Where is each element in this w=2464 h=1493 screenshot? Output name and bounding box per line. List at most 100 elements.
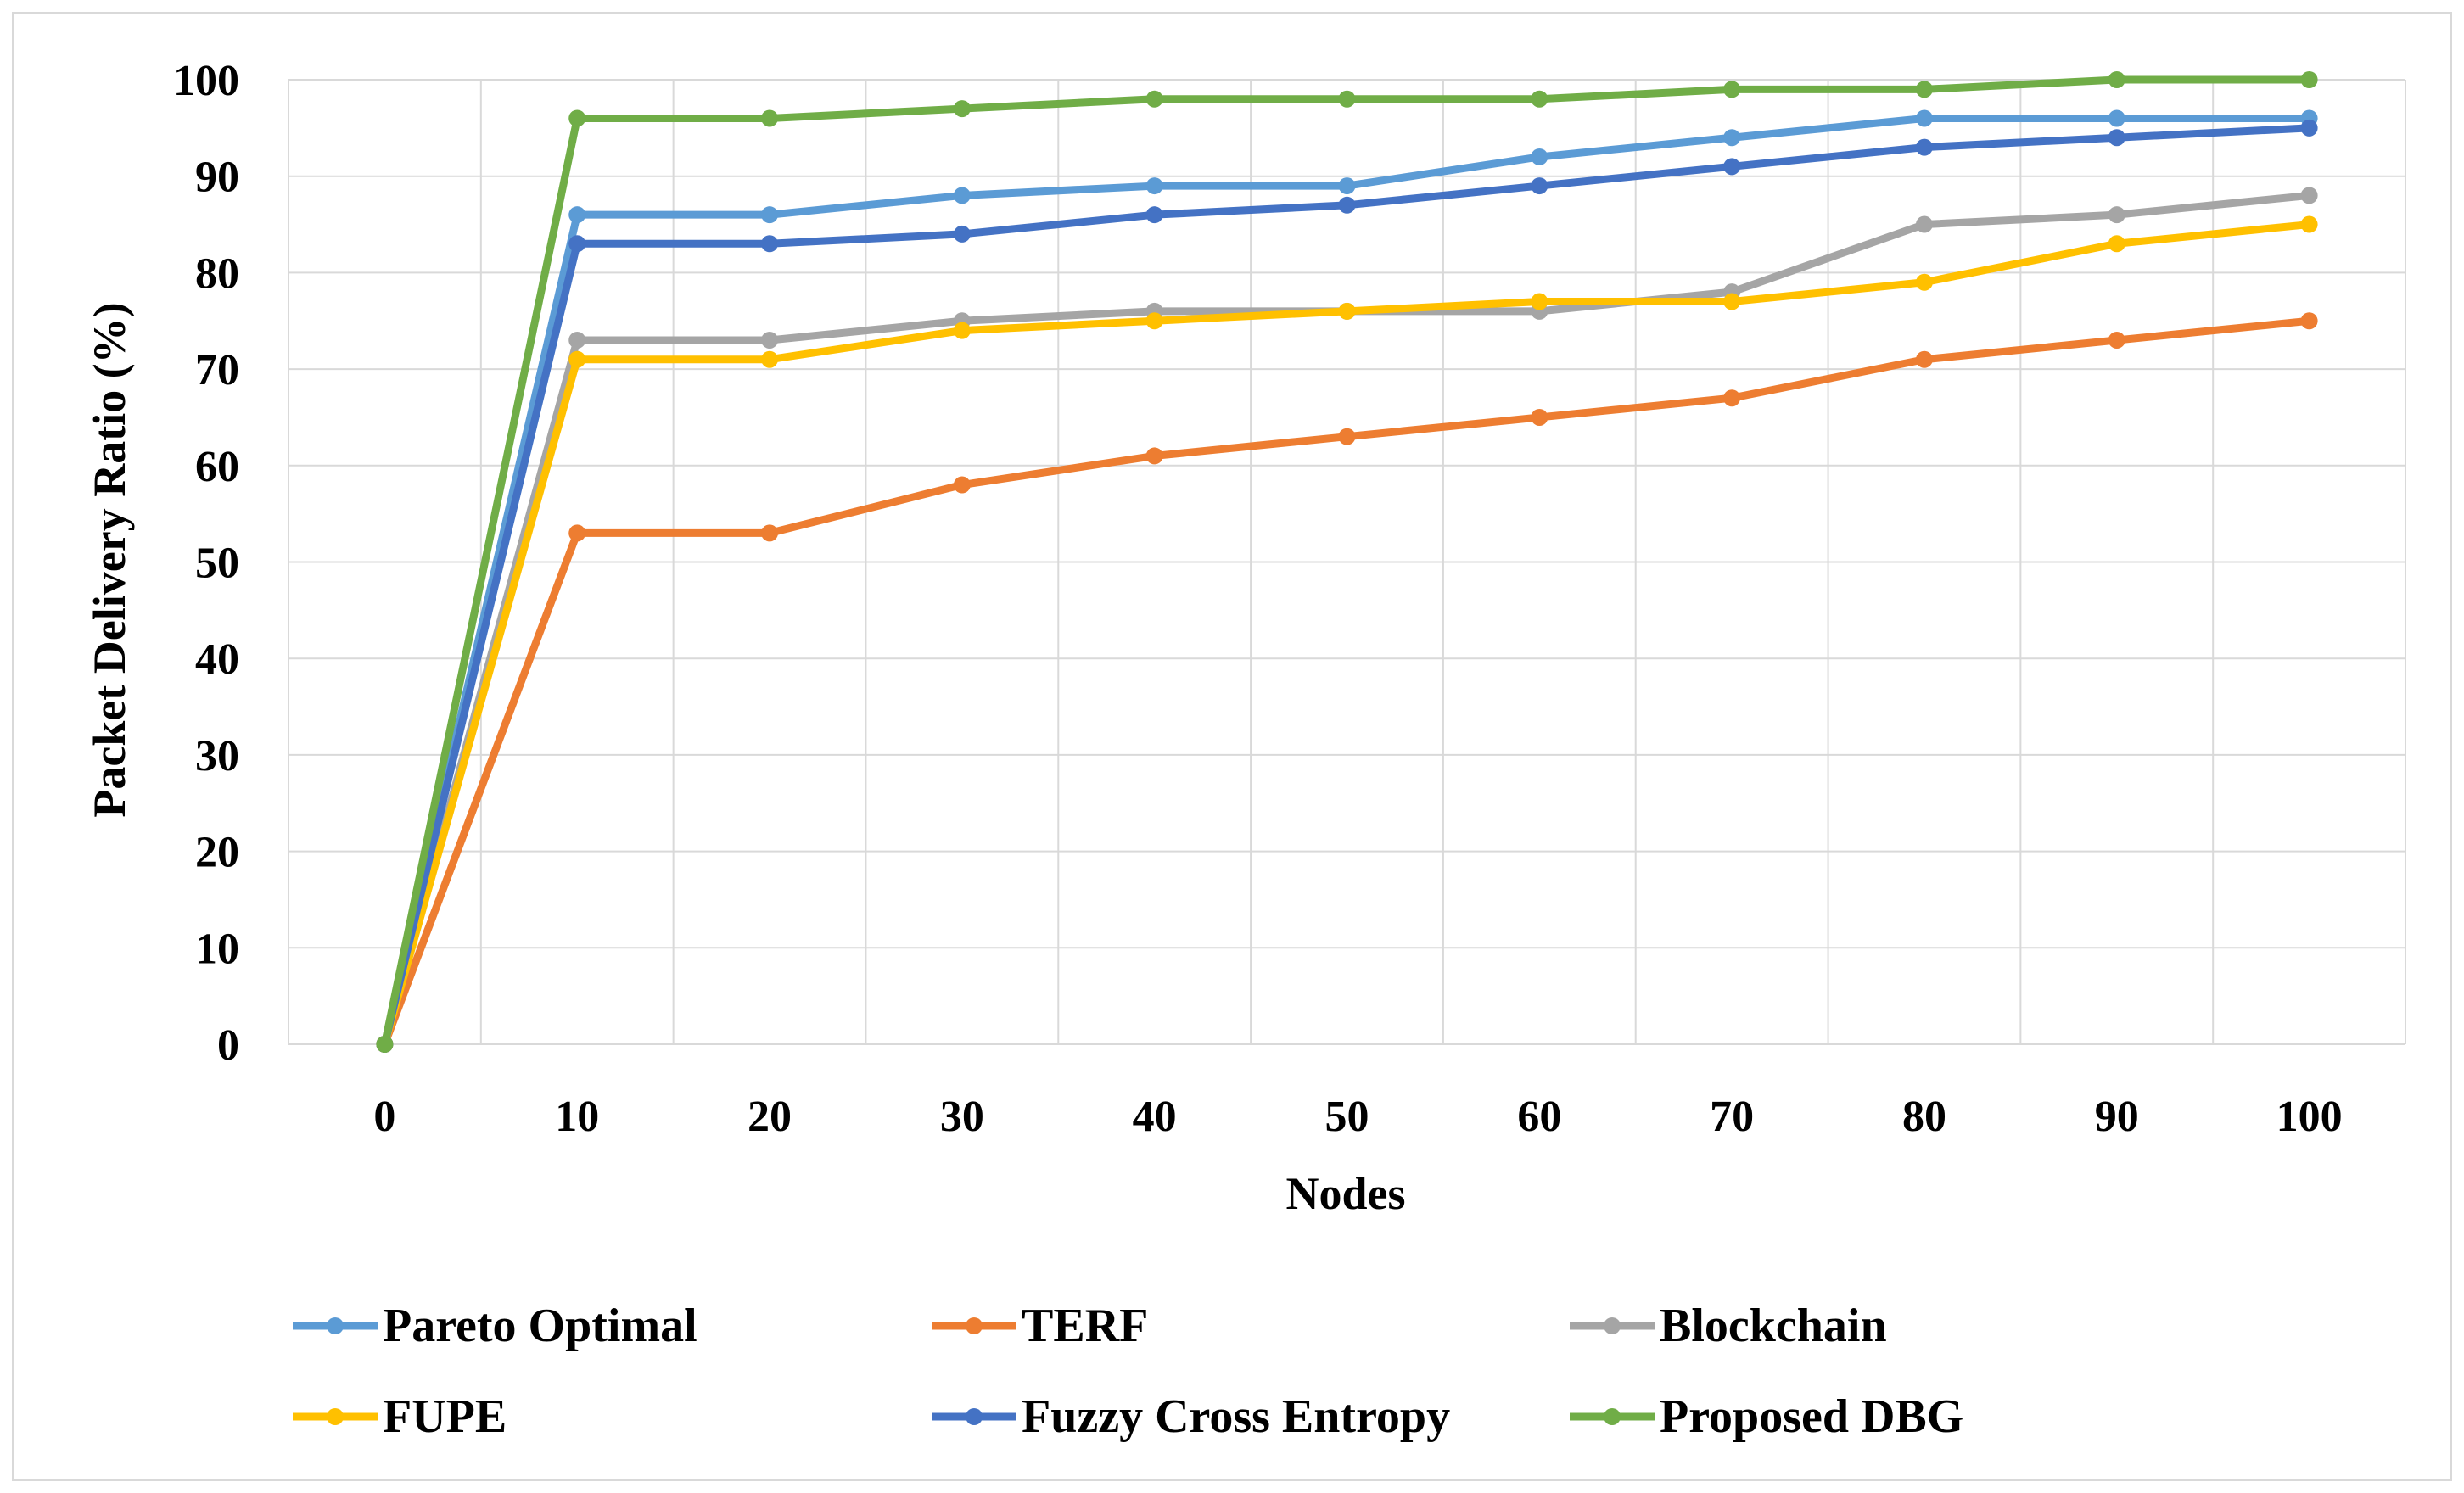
data-point — [2300, 119, 2318, 137]
data-point — [953, 476, 971, 494]
legend-item: FUPE — [293, 1390, 507, 1443]
x-axis-title: Nodes — [1285, 1168, 1405, 1219]
legend-label: Pareto Optimal — [383, 1300, 697, 1352]
x-tick-label: 90 — [2095, 1093, 2139, 1141]
data-point — [953, 322, 971, 339]
series-proposed-dbg — [376, 71, 2318, 1053]
data-point — [1338, 428, 1356, 445]
data-point — [1531, 177, 1548, 195]
x-tick-label: 20 — [748, 1093, 792, 1141]
data-point — [2108, 331, 2125, 349]
legend-item: Proposed DBG — [1570, 1390, 1963, 1443]
data-point — [1915, 109, 1933, 127]
data-point — [1145, 177, 1163, 195]
legend-item: TERF — [932, 1300, 1148, 1352]
y-tick-label: 40 — [195, 635, 239, 684]
data-point — [2300, 312, 2318, 330]
legend-swatch-marker — [1604, 1317, 1621, 1334]
data-point — [1338, 302, 1356, 320]
data-point — [1338, 196, 1356, 214]
y-tick-label: 20 — [195, 829, 239, 877]
data-point — [1723, 293, 1741, 310]
data-point — [568, 350, 586, 368]
data-point — [2108, 109, 2125, 127]
data-point — [1145, 206, 1163, 224]
y-tick-label: 30 — [195, 732, 239, 780]
data-point — [1723, 389, 1741, 407]
data-point — [2108, 129, 2125, 147]
x-tick-label: 60 — [1517, 1093, 1561, 1141]
data-point — [568, 206, 586, 224]
y-tick-label: 60 — [195, 443, 239, 491]
series-layer — [376, 71, 2318, 1053]
legend-swatch-marker — [1604, 1408, 1621, 1425]
series-pareto-optimal — [376, 109, 2318, 1053]
data-point — [2300, 215, 2318, 233]
x-tick-label: 10 — [555, 1093, 599, 1141]
data-point — [2108, 71, 2125, 88]
data-point — [568, 524, 586, 542]
legend: Pareto Optimal TERF Blockchain FUPE Fuzzy Cr… — [293, 1300, 1963, 1443]
data-point — [761, 331, 779, 349]
legend-label: Blockchain — [1660, 1300, 1887, 1352]
data-point — [376, 1036, 394, 1053]
data-point — [761, 524, 779, 542]
series-terf — [376, 312, 2318, 1053]
data-point — [1145, 312, 1163, 330]
legend-label: Fuzzy Cross Entropy — [1022, 1390, 1450, 1443]
data-point — [1531, 90, 1548, 108]
y-tick-label: 0 — [217, 1021, 239, 1070]
data-point — [1338, 90, 1356, 108]
y-tick-label: 90 — [195, 154, 239, 202]
legend-swatch-marker — [966, 1408, 983, 1425]
legend-item: Fuzzy Cross Entropy — [932, 1390, 1450, 1443]
data-point — [1145, 447, 1163, 465]
data-point — [568, 109, 586, 127]
y-tick-label: 70 — [195, 346, 239, 394]
legend-swatch-marker — [966, 1317, 983, 1334]
y-tick-label: 50 — [195, 540, 239, 588]
data-point — [1915, 138, 1933, 156]
data-point — [2300, 71, 2318, 88]
data-point — [1145, 90, 1163, 108]
data-point — [1531, 408, 1548, 426]
x-tick-labels: 0 10 20 30 40 50 60 70 80 90 100 — [373, 1093, 2342, 1141]
x-tick-label: 30 — [940, 1093, 984, 1141]
data-point — [1338, 177, 1356, 195]
data-point — [2300, 187, 2318, 204]
data-point — [953, 187, 971, 204]
data-point — [761, 350, 779, 368]
data-point — [568, 235, 586, 253]
x-tick-label: 40 — [1133, 1093, 1177, 1141]
data-point — [1915, 350, 1933, 368]
data-point — [2108, 235, 2125, 253]
y-axis-title: Packet Delivery Ratio (%) — [84, 302, 135, 817]
data-point — [1915, 81, 1933, 98]
x-tick-label: 0 — [373, 1093, 395, 1141]
data-point — [1723, 81, 1741, 98]
x-tick-label: 80 — [1902, 1093, 1946, 1141]
data-point — [1915, 273, 1933, 291]
y-tick-label: 80 — [195, 249, 239, 298]
legend-label: FUPE — [383, 1390, 507, 1443]
legend-label: Proposed DBG — [1660, 1390, 1963, 1443]
y-tick-label: 10 — [195, 925, 239, 973]
legend-item: Blockchain — [1570, 1300, 1887, 1352]
legend-swatch-marker — [327, 1317, 344, 1334]
data-point — [761, 235, 779, 253]
legend-item: Pareto Optimal — [293, 1300, 697, 1352]
legend-swatch-marker — [327, 1408, 344, 1425]
data-point — [761, 206, 779, 224]
grid — [288, 79, 2406, 1045]
data-point — [1915, 215, 1933, 233]
y-tick-label: 100 — [173, 57, 239, 105]
data-point — [953, 225, 971, 243]
data-point — [1531, 148, 1548, 165]
data-point — [953, 100, 971, 118]
data-point — [1531, 293, 1548, 310]
x-tick-label: 70 — [1710, 1093, 1754, 1141]
x-tick-label: 50 — [1325, 1093, 1369, 1141]
data-point — [568, 331, 586, 349]
legend-label: TERF — [1022, 1300, 1148, 1352]
data-point — [761, 109, 779, 127]
